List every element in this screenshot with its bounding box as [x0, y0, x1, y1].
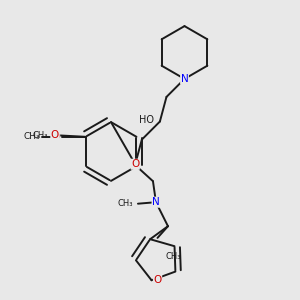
Text: CH₃: CH₃: [165, 252, 181, 261]
Text: CH₃: CH₃: [24, 132, 40, 141]
Text: CH₃: CH₃: [32, 131, 48, 140]
Text: O: O: [51, 130, 59, 140]
Text: O: O: [51, 132, 60, 142]
Text: O: O: [153, 275, 162, 285]
Text: N: N: [152, 197, 160, 207]
Text: HO: HO: [139, 115, 154, 125]
Text: N: N: [181, 74, 188, 84]
Text: O: O: [131, 159, 140, 169]
Text: CH₃: CH₃: [118, 199, 134, 208]
